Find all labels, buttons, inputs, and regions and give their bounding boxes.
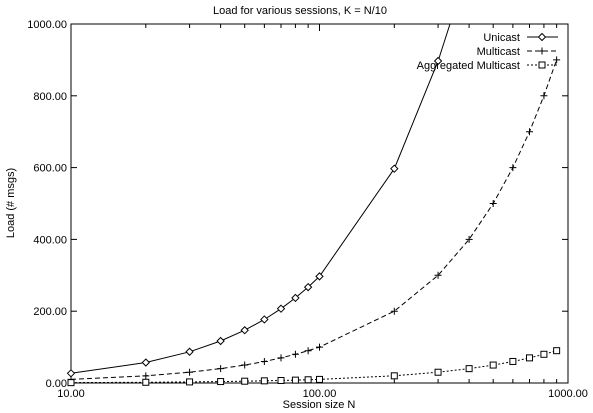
data-point-0 — [141, 358, 151, 367]
x-tick-label: 1000.00 — [548, 388, 588, 400]
data-point-1 — [316, 343, 323, 351]
data-point-1 — [142, 372, 150, 380]
series-line-1 — [71, 59, 558, 380]
legend: Unicast Multicast Aggregated Multicast — [417, 32, 558, 72]
data-point-2 — [241, 377, 249, 385]
data-point-1 — [509, 164, 517, 172]
data-point-1 — [217, 365, 225, 373]
data-point-1 — [489, 200, 497, 207]
y-tick-label: 800.00 — [33, 91, 67, 103]
data-point-0 — [260, 315, 269, 324]
data-point-1 — [553, 56, 561, 64]
legend-marker — [538, 47, 546, 55]
data-point-2 — [489, 361, 497, 369]
data-point-2 — [434, 368, 442, 376]
data-point-2 — [465, 365, 473, 373]
y-tick-label: 200.00 — [33, 306, 67, 318]
legend-marker — [537, 32, 547, 42]
data-point-1 — [291, 350, 299, 358]
y-tick-label: 600.00 — [33, 163, 67, 175]
data-point-2 — [526, 354, 534, 362]
data-point-0 — [291, 293, 300, 303]
data-point-2 — [186, 378, 194, 386]
data-point-0 — [216, 336, 225, 346]
data-point-2 — [304, 376, 312, 384]
data-point-2 — [291, 376, 299, 384]
series-line-2 — [71, 350, 557, 383]
data-point-0 — [303, 282, 313, 292]
series-lines — [71, 24, 558, 383]
y-tick-label: 1000.00 — [27, 19, 67, 31]
axis-ticks: 0.00 200.00 400.00 600.00 800.00 1000.00 10.00… — [27, 19, 588, 400]
data-point-0 — [315, 272, 324, 281]
series-line-0 — [71, 24, 451, 374]
x-tick-label: 10.00 — [57, 388, 85, 400]
legend-marker — [538, 61, 546, 69]
data-point-1 — [277, 354, 285, 362]
chart-title: Load for various sessions, K = N/10 — [213, 5, 387, 17]
data-point-2 — [217, 378, 225, 386]
x-tick-label: 100.00 — [303, 388, 337, 400]
data-point-2 — [142, 378, 150, 386]
data-point-1 — [465, 235, 473, 243]
data-point-0 — [185, 347, 194, 356]
data-point-2 — [67, 379, 75, 387]
legend-label: Unicast — [483, 32, 520, 44]
data-point-2 — [316, 375, 323, 383]
data-point-1 — [186, 368, 194, 376]
data-point-0 — [66, 369, 76, 378]
data-point-1 — [540, 92, 548, 100]
y-axis-label: Load (# msgs) — [5, 168, 17, 238]
data-point-0 — [433, 56, 443, 66]
data-point-2 — [260, 377, 268, 385]
data-point-0 — [276, 304, 286, 313]
data-point-2 — [540, 350, 548, 358]
data-point-2 — [509, 357, 517, 365]
data-markers — [66, 56, 561, 387]
data-point-0 — [390, 164, 399, 173]
data-point-1 — [434, 271, 442, 279]
legend-label: Multicast — [477, 46, 520, 58]
data-point-2 — [390, 372, 398, 380]
data-point-2 — [277, 376, 285, 384]
data-point-1 — [260, 357, 268, 365]
data-point-0 — [240, 326, 249, 335]
data-point-1 — [390, 307, 398, 315]
data-point-1 — [241, 361, 249, 369]
legend-label: Aggregated Multicast — [417, 60, 520, 72]
data-point-2 — [553, 347, 561, 355]
data-point-1 — [526, 128, 534, 136]
y-tick-label: 0.00 — [46, 378, 67, 390]
x-axis-label: Session size N — [283, 399, 356, 411]
y-tick-label: 400.00 — [33, 234, 67, 246]
data-point-1 — [304, 347, 312, 355]
